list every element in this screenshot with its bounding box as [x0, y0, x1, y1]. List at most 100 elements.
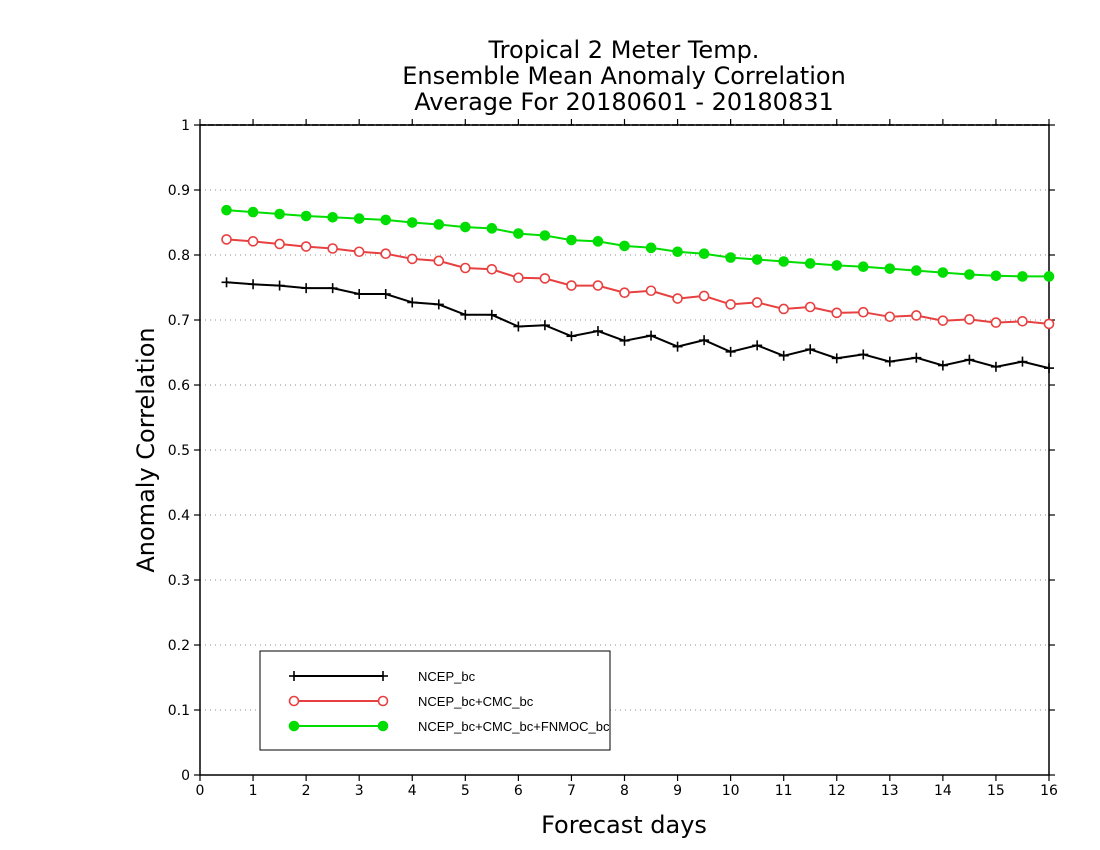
title-line-1: Tropical 2 Meter Temp. — [488, 36, 760, 64]
data-point — [698, 290, 710, 302]
axis-ticks: 00.10.20.30.40.50.60.70.80.910 1 2 3 4 5 6 7 8 9 1… — [168, 118, 1058, 799]
y-tick-label: 0 — [181, 768, 190, 784]
x-tick-label: 14 — [934, 783, 952, 799]
data-point — [672, 341, 683, 352]
legend-marker — [288, 720, 300, 732]
data-point — [884, 356, 895, 367]
data-point — [460, 221, 471, 233]
data-point — [221, 234, 232, 245]
data-point — [619, 287, 630, 299]
data-point — [592, 236, 604, 247]
x-tick-label: 4 — [408, 783, 417, 799]
data-point — [672, 293, 683, 304]
data-point — [1017, 356, 1028, 367]
legend-marker — [377, 695, 389, 707]
y-tick-label: 0.3 — [168, 573, 190, 589]
data-point — [990, 317, 1002, 328]
y-tick-label: 1 — [181, 118, 190, 134]
data-point — [672, 246, 683, 258]
data-point — [884, 311, 896, 323]
data-point — [513, 272, 524, 284]
data-point — [884, 263, 896, 274]
data-point — [566, 280, 577, 291]
data-point — [380, 214, 392, 226]
legend-entry-2: NCEP_bc+CMC_bc — [288, 694, 534, 709]
y-tick-label: 0.2 — [168, 638, 190, 654]
data-point — [645, 285, 657, 297]
data-point — [407, 297, 418, 308]
legend-marker — [289, 671, 299, 681]
x-tick-label: 7 — [567, 783, 576, 799]
series-line — [226, 281, 1050, 370]
x-tick-label: 8 — [620, 783, 629, 799]
data-point — [778, 350, 789, 361]
data-point — [857, 306, 869, 318]
series-3 — [221, 204, 1055, 282]
data-point — [433, 255, 445, 267]
data-point — [990, 270, 1002, 282]
data-point — [804, 301, 816, 313]
data-point — [300, 210, 312, 222]
data-point — [327, 212, 338, 223]
data-point — [566, 331, 577, 342]
data-point — [831, 260, 843, 271]
data-point — [911, 310, 922, 321]
data-point — [937, 267, 949, 278]
data-point — [937, 360, 948, 371]
grid — [200, 124, 1049, 711]
legend-entry-1: NCEP_bc — [289, 669, 476, 684]
series-line — [226, 238, 1050, 325]
data-point — [831, 307, 843, 319]
data-point — [248, 279, 259, 290]
legend-entry-3: NCEP_bc+CMC_bc+FNMOC_bc — [288, 719, 610, 734]
data-point — [725, 299, 736, 310]
data-point — [990, 361, 1001, 372]
legend-label: NCEP_bc+CMC_bc+FNMOC_bc — [418, 719, 610, 734]
data-point — [805, 344, 816, 355]
series-2 — [221, 234, 1055, 330]
y-axis-label: Anomaly Correlation — [132, 327, 160, 572]
data-point — [646, 330, 657, 341]
data-point — [327, 283, 338, 294]
data-point — [221, 277, 232, 288]
data-point — [1017, 271, 1028, 282]
data-point — [486, 309, 497, 320]
data-point — [911, 265, 922, 276]
x-tick-label: 12 — [828, 783, 846, 799]
data-point — [645, 242, 657, 254]
y-tick-label: 0.1 — [168, 703, 190, 719]
legend: NCEP_bc NCEP_bc+CMC_bc NCEP_bc+CMC_bc+FNMO… — [259, 650, 611, 751]
legend-entries: NCEP_bc NCEP_bc+CMC_bc NCEP_bc+CMC_bc+FNMO… — [288, 669, 610, 734]
data-point — [725, 252, 736, 263]
data-point — [778, 256, 789, 267]
data-point — [1043, 271, 1055, 282]
data-point — [460, 262, 471, 274]
data-point — [486, 223, 498, 234]
y-tick-label: 0.7 — [168, 313, 190, 329]
data-point — [327, 243, 338, 254]
data-point — [354, 289, 365, 299]
y-tick-label: 0.4 — [168, 508, 190, 524]
series-1 — [221, 277, 1054, 374]
series-layer — [221, 204, 1055, 374]
data-point — [1044, 363, 1054, 374]
data-point — [566, 234, 577, 246]
y-tick-label: 0.8 — [168, 248, 190, 264]
chart-title: Tropical 2 Meter Temp. Ensemble Mean Ano… — [402, 36, 846, 116]
legend-label: NCEP_bc+CMC_bc — [418, 694, 534, 709]
title-line-2: Ensemble Mean Anomaly Correlation — [402, 62, 846, 90]
data-point — [353, 213, 365, 224]
title-line-3: Average For 20180601 - 20180831 — [414, 88, 834, 116]
legend-marker — [378, 671, 388, 681]
data-point — [858, 349, 869, 360]
data-point — [513, 321, 524, 332]
data-point — [353, 246, 365, 258]
series-line — [226, 209, 1049, 278]
data-point — [778, 303, 789, 315]
data-point — [486, 263, 498, 275]
data-point — [699, 335, 710, 346]
x-tick-label: 9 — [673, 783, 682, 799]
x-tick-label: 10 — [722, 783, 740, 799]
legend-marker — [377, 720, 389, 732]
